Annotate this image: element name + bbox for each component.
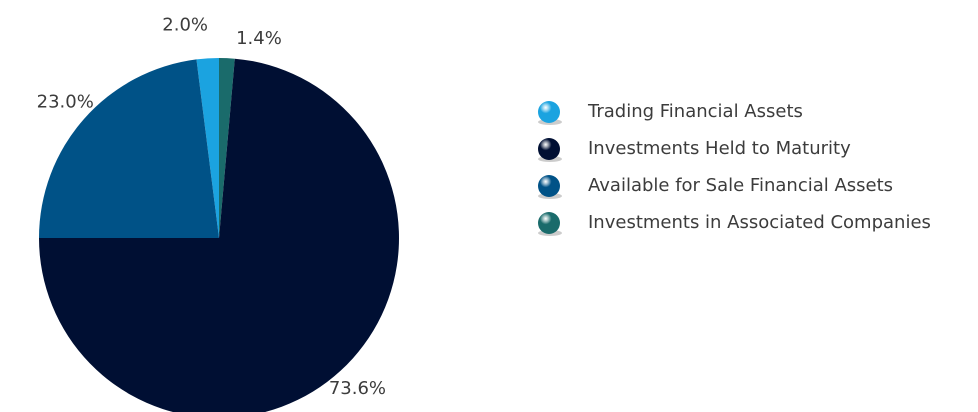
pie-slice — [196, 58, 219, 238]
data-label: 73.6% — [329, 378, 386, 399]
legend-label: Trading Financial Assets — [587, 101, 803, 122]
data-label: 2.0% — [162, 14, 208, 35]
legend-swatch — [538, 138, 560, 160]
data-label: 23.0% — [37, 91, 94, 112]
legend-label: Investments Held to Maturity — [588, 138, 851, 159]
legend-swatch — [538, 175, 560, 197]
legend-label: Investments in Associated Companies — [588, 212, 931, 233]
data-label: 1.4% — [236, 28, 282, 49]
pie-slice — [219, 58, 235, 238]
legend-swatch — [538, 101, 560, 123]
legend-swatch — [538, 212, 560, 234]
pie-slice — [39, 58, 399, 412]
legend-label: Available for Sale Financial Assets — [588, 175, 893, 196]
pie-slice — [39, 59, 219, 238]
